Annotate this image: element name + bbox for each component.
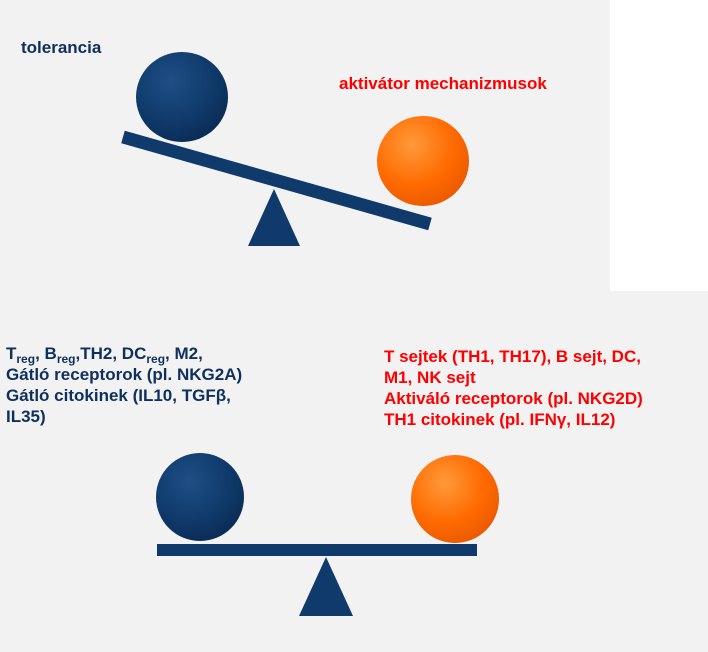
tolerance-line-1: Treg, Breg,TH2, DCreg, M2, (6, 344, 203, 366)
bottom-beam (157, 544, 477, 556)
white-panel (610, 0, 708, 291)
bottom-fulcrum (299, 557, 353, 616)
level-balance (156, 453, 499, 616)
tilted-balance (121, 52, 469, 246)
activator-line-4: TH1 citokinek (pl. IFNγ, IL12) (384, 410, 616, 429)
activator-line-2: M1, NK sejt (384, 368, 476, 387)
tolerance-cells-list: Treg, Breg,TH2, DCreg, M2, Gátló recepto… (6, 343, 242, 427)
tolerance-line-2: Gátló receptorok (pl. NKG2A) (6, 365, 243, 384)
tolerance-label: tolerancia (21, 38, 102, 57)
activator-label: aktivátor mechanizmusok (339, 74, 547, 93)
activator-line-3: Aktiváló receptorok (pl. NKG2D) (384, 389, 643, 408)
bottom-blue-ball (156, 453, 244, 541)
tolerance-line-4: IL35) (6, 407, 46, 426)
activator-cells-list: T sejtek (TH1, TH17), B sejt, DC, M1, NK… (384, 346, 643, 430)
top-beam (121, 130, 432, 231)
top-fulcrum (248, 189, 300, 246)
tolerance-line-3: Gátló citokinek (IL10, TGFβ, (6, 386, 231, 405)
activator-line-1: T sejtek (TH1, TH17), B sejt, DC, (384, 347, 641, 366)
bottom-orange-ball (411, 455, 499, 543)
top-orange-ball (377, 116, 469, 206)
top-blue-ball (136, 52, 228, 142)
